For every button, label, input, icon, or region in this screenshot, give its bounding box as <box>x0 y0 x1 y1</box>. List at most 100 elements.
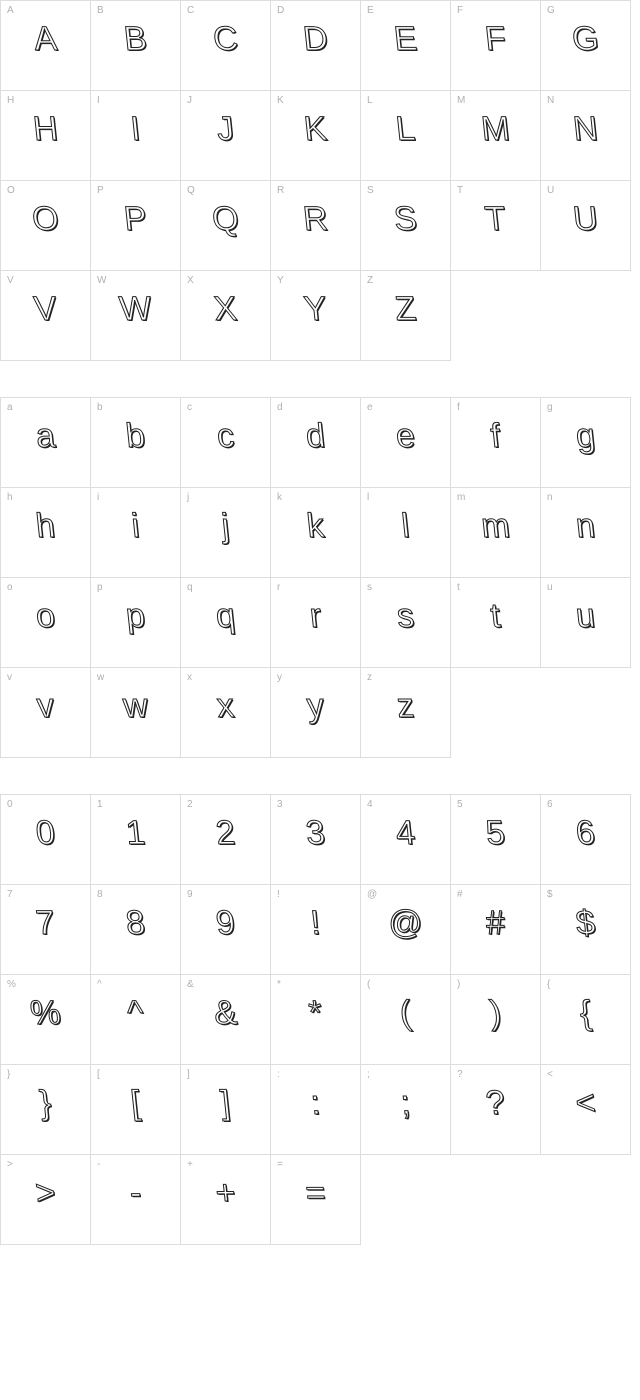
glyph-cell[interactable]: 00 <box>1 795 91 885</box>
glyph-cell-glyph: r <box>269 596 362 636</box>
glyph-cell[interactable]: NN <box>541 91 631 181</box>
glyph-cell[interactable]: }} <box>1 1065 91 1155</box>
glyph-cell-glyph: g <box>539 416 632 456</box>
glyph-cell[interactable]: gg <box>541 398 631 488</box>
glyph-cell[interactable]: xx <box>181 668 271 758</box>
glyph-cell-glyph: i <box>89 506 182 546</box>
glyph-cell[interactable]: HH <box>1 91 91 181</box>
glyph-cell[interactable]: EE <box>361 1 451 91</box>
glyph-cell[interactable]: && <box>181 975 271 1065</box>
glyph-cell[interactable]: QQ <box>181 181 271 271</box>
glyph-cell[interactable]: qq <box>181 578 271 668</box>
glyph-cell[interactable]: ++ <box>181 1155 271 1245</box>
glyph-cell[interactable]: ll <box>361 488 451 578</box>
glyph-cell[interactable]: zz <box>361 668 451 758</box>
glyph-cell[interactable]: GG <box>541 1 631 91</box>
glyph-cell[interactable]: VV <box>1 271 91 361</box>
glyph-cell[interactable]: dd <box>271 398 361 488</box>
glyph-cell[interactable]: ]] <box>181 1065 271 1155</box>
glyph-cell[interactable]: >> <box>1 1155 91 1245</box>
glyph-cell[interactable]: 11 <box>91 795 181 885</box>
glyph-cell[interactable]: LL <box>361 91 451 181</box>
glyph-cell[interactable]: $$ <box>541 885 631 975</box>
glyph-cell-label: g <box>547 402 553 413</box>
glyph-cell[interactable]: FF <box>451 1 541 91</box>
glyph-cell[interactable]: << <box>541 1065 631 1155</box>
glyph-grid-lowercase: aabbccddeeffgg hhiijjkkllmmnn ooppqqrrsstt… <box>0 397 631 758</box>
glyph-cell[interactable]: 55 <box>451 795 541 885</box>
glyph-cell-label: 5 <box>457 799 463 810</box>
glyph-cell[interactable]: BB <box>91 1 181 91</box>
glyph-cell[interactable]: II <box>91 91 181 181</box>
glyph-cell[interactable]: CC <box>181 1 271 91</box>
glyph-cell-glyph: o <box>0 596 92 636</box>
glyph-cell-label: l <box>367 492 369 503</box>
glyph-cell-glyph: q <box>179 596 272 636</box>
glyph-cell[interactable]: ss <box>361 578 451 668</box>
glyph-cell[interactable]: ff <box>451 398 541 488</box>
glyph-cell[interactable]: 99 <box>181 885 271 975</box>
glyph-cell[interactable]: jj <box>181 488 271 578</box>
glyph-cell-label: a <box>7 402 13 413</box>
glyph-cell[interactable]: ii <box>91 488 181 578</box>
glyph-cell[interactable]: ww <box>91 668 181 758</box>
glyph-cell[interactable]: 33 <box>271 795 361 885</box>
glyph-cell[interactable]: mm <box>451 488 541 578</box>
glyph-cell[interactable]: kk <box>271 488 361 578</box>
glyph-cell[interactable]: [[ <box>91 1065 181 1155</box>
glyph-cell[interactable]: ;; <box>361 1065 451 1155</box>
glyph-cell[interactable]: pp <box>91 578 181 668</box>
glyph-cell[interactable]: aa <box>1 398 91 488</box>
glyph-cell[interactable]: tt <box>451 578 541 668</box>
glyph-cell[interactable]: yy <box>271 668 361 758</box>
glyph-cell[interactable]: 22 <box>181 795 271 885</box>
glyph-cell[interactable]: SS <box>361 181 451 271</box>
glyph-cell[interactable]: 44 <box>361 795 451 885</box>
glyph-cell[interactable]: -- <box>91 1155 181 1245</box>
glyph-cell[interactable]: @@ <box>361 885 451 975</box>
glyph-cell[interactable]: ZZ <box>361 271 451 361</box>
glyph-cell[interactable]: ?? <box>451 1065 541 1155</box>
glyph-cell[interactable]: ^^ <box>91 975 181 1065</box>
glyph-cell[interactable]: oo <box>1 578 91 668</box>
glyph-cell[interactable]: DD <box>271 1 361 91</box>
glyph-cell[interactable]: ee <box>361 398 451 488</box>
glyph-cell[interactable]: vv <box>1 668 91 758</box>
glyph-cell-glyph: y <box>269 686 362 726</box>
glyph-cell[interactable]: PP <box>91 181 181 271</box>
glyph-cell[interactable]: uu <box>541 578 631 668</box>
glyph-cell[interactable]: == <box>271 1155 361 1245</box>
glyph-cell[interactable]: rr <box>271 578 361 668</box>
glyph-cell-glyph: = <box>269 1173 362 1213</box>
glyph-cell[interactable]: YY <box>271 271 361 361</box>
glyph-cell[interactable]: AA <box>1 1 91 91</box>
glyph-cell[interactable]: !! <box>271 885 361 975</box>
glyph-cell[interactable]: bb <box>91 398 181 488</box>
glyph-cell[interactable]: hh <box>1 488 91 578</box>
glyph-cell-glyph: 1 <box>89 813 182 853</box>
glyph-cell[interactable]: JJ <box>181 91 271 181</box>
glyph-cell[interactable]: KK <box>271 91 361 181</box>
glyph-cell[interactable]: TT <box>451 181 541 271</box>
glyph-cell[interactable]: WW <box>91 271 181 361</box>
glyph-cell[interactable]: OO <box>1 181 91 271</box>
glyph-cell[interactable]: (( <box>361 975 451 1065</box>
glyph-cell-glyph: 4 <box>359 813 452 853</box>
glyph-cell[interactable]: UU <box>541 181 631 271</box>
glyph-cell[interactable]: ## <box>451 885 541 975</box>
glyph-cell[interactable]: XX <box>181 271 271 361</box>
glyph-cell[interactable]: %% <box>1 975 91 1065</box>
glyph-cell[interactable]: 66 <box>541 795 631 885</box>
glyph-cell[interactable]: 88 <box>91 885 181 975</box>
glyph-cell-label: 2 <box>187 799 193 810</box>
glyph-cell[interactable]: RR <box>271 181 361 271</box>
glyph-cell[interactable]: MM <box>451 91 541 181</box>
glyph-cell[interactable]: ** <box>271 975 361 1065</box>
glyph-cell[interactable]: nn <box>541 488 631 578</box>
glyph-cell[interactable]: cc <box>181 398 271 488</box>
glyph-cell[interactable]: {{ <box>541 975 631 1065</box>
glyph-cell[interactable]: 77 <box>1 885 91 975</box>
glyph-cell-glyph: @ <box>359 903 452 943</box>
glyph-cell[interactable]: )) <box>451 975 541 1065</box>
glyph-cell[interactable]: :: <box>271 1065 361 1155</box>
